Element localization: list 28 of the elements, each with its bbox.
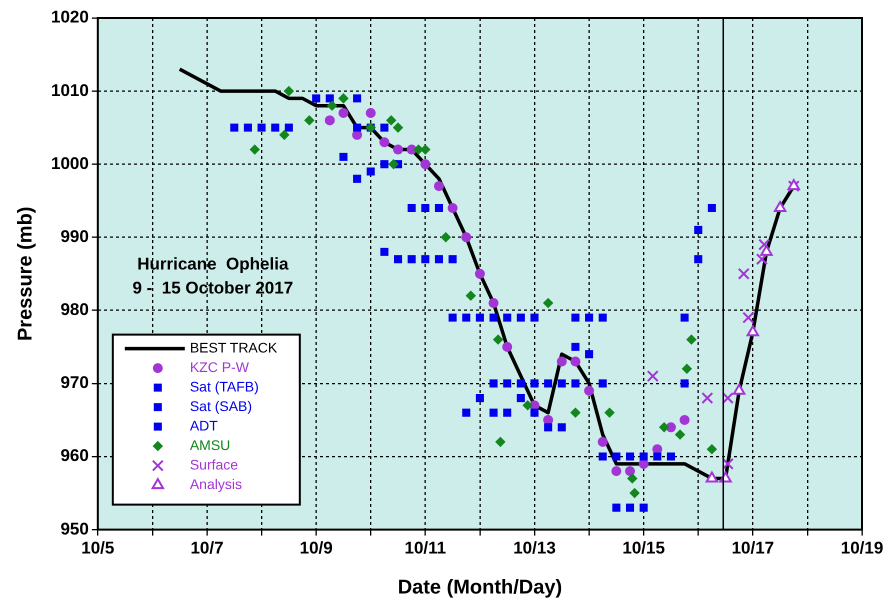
x-tick-label: 10/7 <box>190 538 224 558</box>
text: 9 - 15 October 2017 <box>132 278 294 298</box>
x-tick-label: 10/11 <box>404 538 446 558</box>
y-tick-label: 1010 <box>50 80 89 100</box>
y-tick-label: 990 <box>60 226 89 246</box>
y-axis-title: Pressure (mb) <box>14 206 37 342</box>
y-tick-label: 980 <box>60 300 89 320</box>
x-axis-title: Date (Month/Day) <box>398 576 562 599</box>
legend-label: BEST TRACK <box>190 339 278 356</box>
y-tick-label: 1020 <box>50 8 89 27</box>
y-tick-label: 950 <box>60 519 89 538</box>
x-tick-label: 10/19 <box>840 538 884 558</box>
legend-label: Sat (TAFB) <box>190 378 259 394</box>
legend-label: ADT <box>190 417 218 434</box>
legend-label: KZC P-W <box>190 358 250 375</box>
legend-label: Sat (SAB) <box>190 398 252 414</box>
x-tick-label: 10/13 <box>513 538 556 558</box>
text: Hurricane Ophelia <box>137 254 289 274</box>
legend-label: Surface <box>190 456 238 472</box>
legend-label: Analysis <box>190 476 242 492</box>
x-tick-label: 10/9 <box>300 538 333 558</box>
y-tick-label: 960 <box>60 446 89 466</box>
x-tick-label: 10/17 <box>732 538 774 558</box>
x-tick-label: 10/5 <box>81 538 114 558</box>
y-tick-label: 970 <box>60 373 89 392</box>
x-tick-label: 10/15 <box>622 538 665 558</box>
legend-label: AMSU <box>190 436 230 453</box>
y-tick-label: 1000 <box>50 154 89 173</box>
